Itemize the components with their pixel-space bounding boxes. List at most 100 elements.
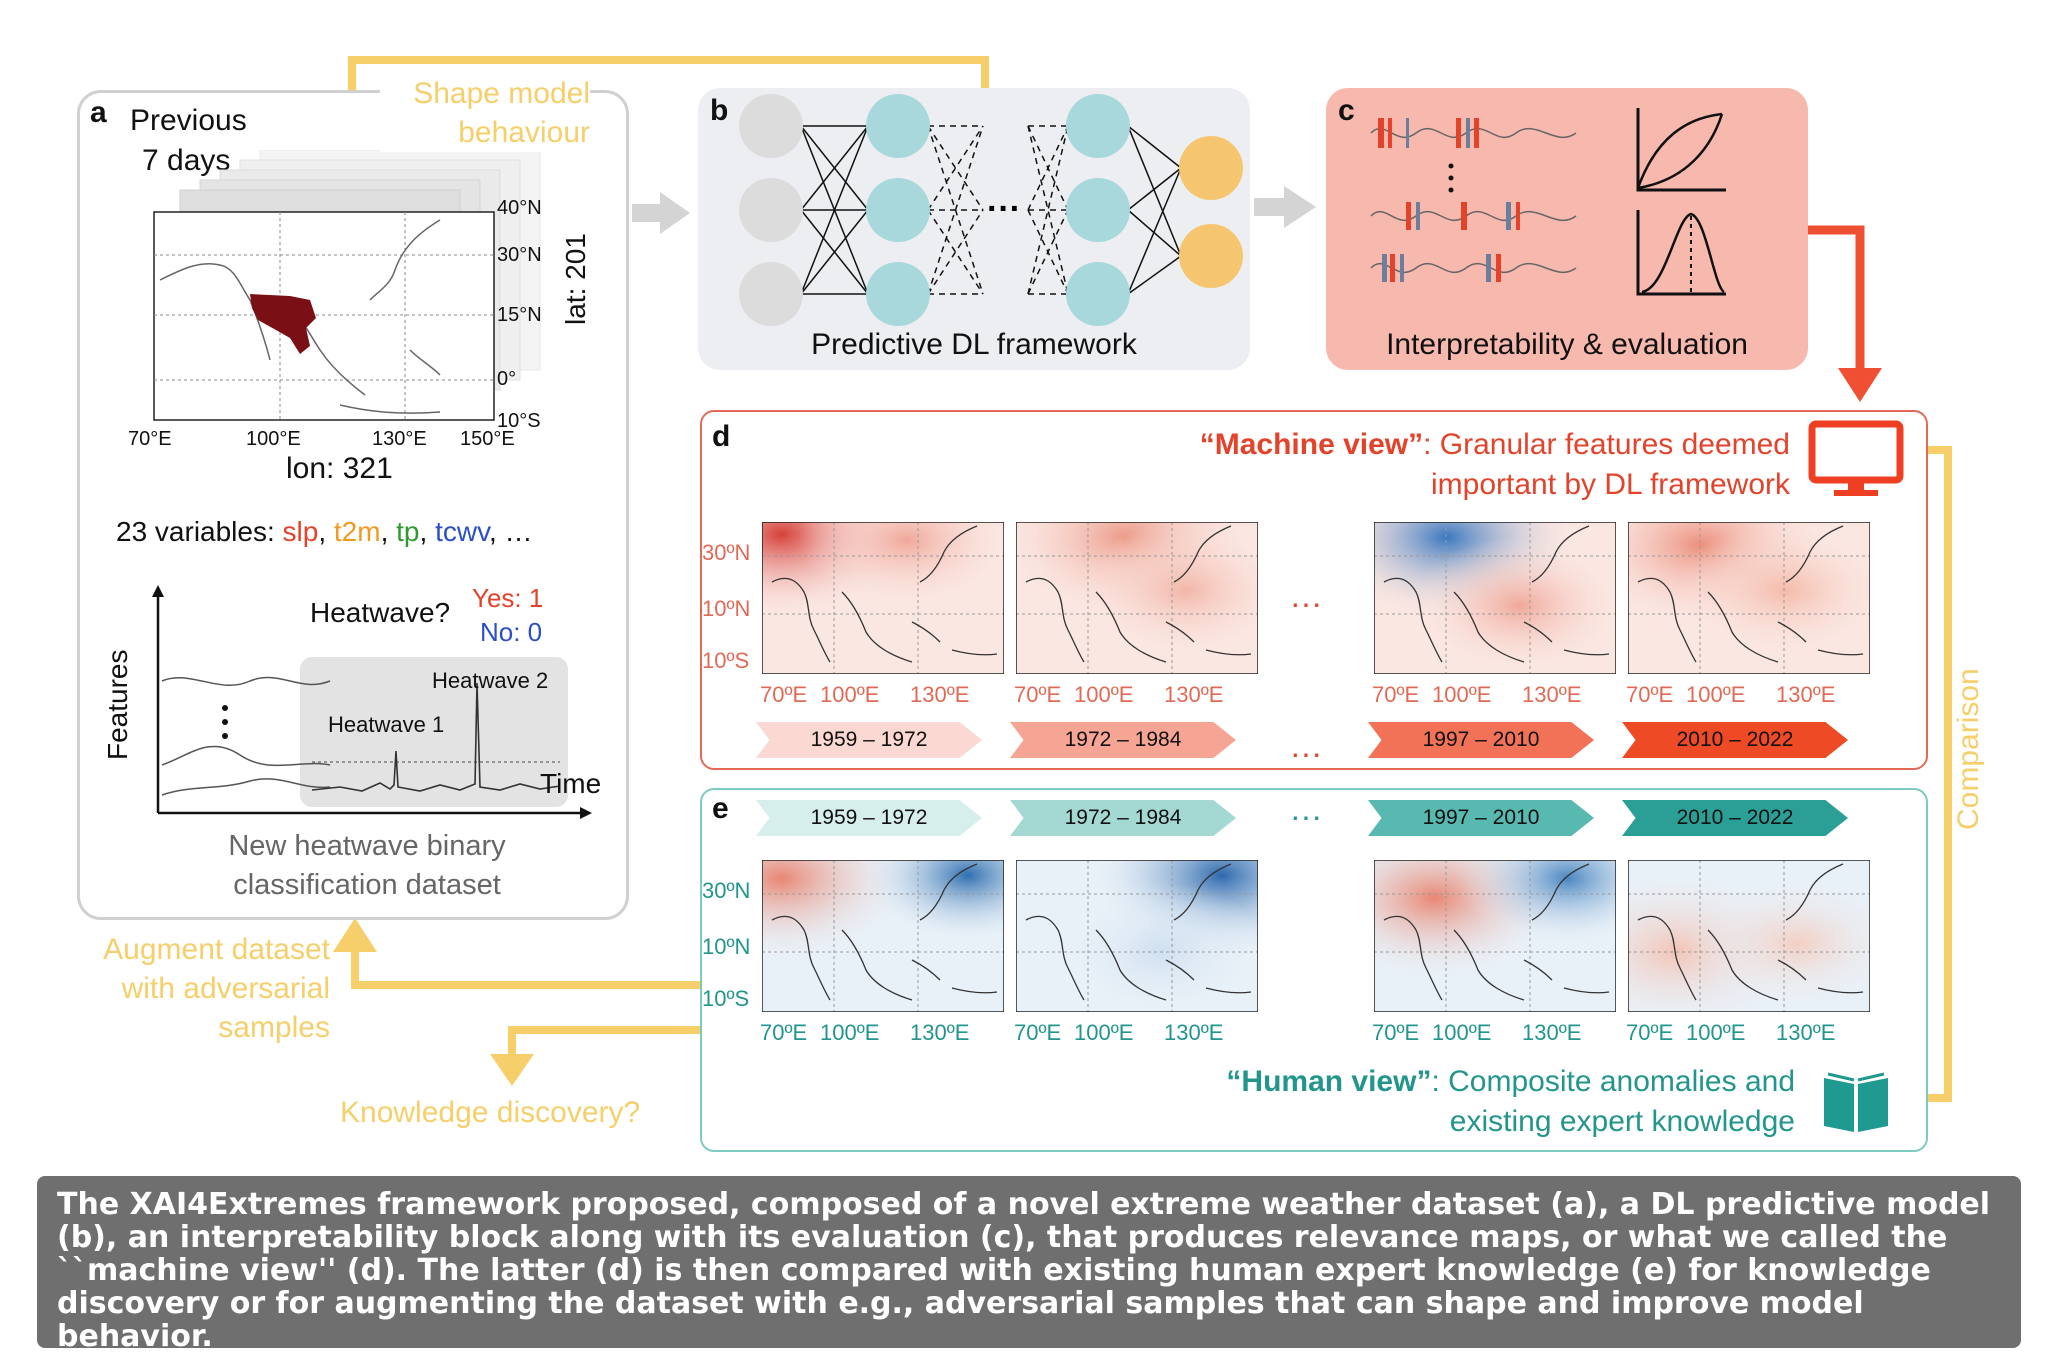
relevance-signals (1370, 108, 1726, 296)
heatwave-region (250, 294, 316, 354)
arrow-a-to-b-shaft (632, 204, 660, 222)
lon-tick: 130ºE (1522, 1020, 1582, 1045)
lon-tick: 130ºE (910, 1020, 970, 1045)
variables-separator: , (419, 516, 436, 547)
lon-tick: 130ºE (1522, 682, 1582, 707)
network-ellipsis: ··· (987, 190, 1021, 228)
lon-tick: 130ºE (1164, 1020, 1224, 1045)
period-label: 2010 – 2022 (1676, 806, 1794, 829)
map-canvas (1627, 521, 1871, 675)
open-book-icon (1824, 1072, 1888, 1132)
lon-tick: 100ºE (1686, 682, 1746, 707)
anomaly-map (1015, 859, 1259, 1017)
period-label: 2010 – 2022 (1676, 728, 1794, 751)
period-label: 1959 – 1972 (810, 728, 928, 751)
lon-tick: 150°E (460, 428, 515, 450)
augment-line2: with adversarial (121, 972, 330, 1005)
knowledge-discovery-label: Knowledge discovery? (340, 1096, 641, 1129)
shape-line2: behaviour (458, 116, 590, 149)
variables-list: slp, t2m, tp, tcwv (283, 516, 489, 547)
lon-tick: 70°E (128, 428, 172, 450)
map-canvas (1627, 859, 1871, 1013)
lon-tick: 130ºE (1776, 1020, 1836, 1045)
variable-name: slp (282, 516, 319, 547)
lon-tick: 70ºE (1014, 1020, 1062, 1045)
lat-tick: 10°S (497, 410, 541, 432)
heatwave-question: Heatwave? (310, 597, 451, 628)
comparison-label: Comparison (1952, 668, 1985, 830)
lon-tick: 100ºE (1686, 1020, 1746, 1045)
network-node (739, 262, 803, 326)
lon-tick: 70ºE (1626, 1020, 1674, 1045)
machine-view-line2: important by DL framework (1430, 468, 1790, 501)
lon-tick: 100ºE (1432, 1020, 1492, 1045)
coastline (159, 219, 441, 414)
yes-label: Yes: 1 (472, 583, 544, 613)
lon-tick: 130ºE (1776, 682, 1836, 707)
shape-line1: Shape model (413, 77, 590, 110)
features-axis-label: Features (102, 649, 133, 761)
lon-tick: 70ºE (760, 1020, 808, 1045)
lon-tick: 70ºE (760, 682, 808, 707)
signal-row (1370, 254, 1577, 282)
heatwave-1-label: Heatwave 1 (328, 712, 445, 737)
lat-tick: 40°N (497, 197, 542, 219)
period-label: 1959 – 1972 (810, 806, 928, 829)
machine-view-label: “Machine view”: Granular features deemed… (1000, 425, 1790, 505)
period-arrow: 1972 – 1984 (1010, 722, 1236, 758)
map-frame (153, 211, 495, 421)
time-axis-label: Time (540, 768, 602, 799)
human-view-label: “Human view”: Composite anomalies and ex… (1000, 1062, 1795, 1142)
anomaly-map (1627, 859, 1871, 1017)
machine-view-rest: : Granular features deemed (1423, 428, 1790, 461)
anomaly-map (1627, 521, 1871, 679)
discovery-arrow-line (508, 1026, 700, 1058)
lon-tick: 130ºE (1164, 682, 1224, 707)
anomaly-map (1373, 859, 1617, 1017)
variable-name: tp (396, 516, 420, 547)
variables-ellipsis: , … (489, 516, 533, 547)
map-canvas (1015, 521, 1259, 675)
human-view-quote: “Human view” (1226, 1065, 1432, 1098)
heatwave-series (311, 682, 561, 792)
period-arrow: 1959 – 1972 (756, 800, 982, 836)
network-node (866, 262, 930, 326)
discovery-arrow-head (490, 1054, 534, 1086)
panel-b-label: Predictive DL framework (811, 328, 1137, 361)
feature-series (161, 745, 331, 767)
monitor-icon (1808, 420, 1904, 496)
panel-b-letter: b (710, 94, 729, 127)
lat-tick: 10ºS (702, 648, 750, 673)
augment-line1: Augment dataset (103, 933, 330, 966)
period-arrow: 1997 – 2010 (1368, 722, 1594, 758)
variable-name: t2m (333, 516, 381, 547)
lon-tick: 100ºE (820, 682, 880, 707)
lon-tick: 70ºE (1372, 1020, 1420, 1045)
period-label: 1972 – 1984 (1064, 728, 1182, 751)
timeseries-plot (152, 585, 592, 819)
period-arrow: 2010 – 2022 (1622, 722, 1848, 758)
augment-arrow-head (333, 918, 377, 952)
map-canvas (761, 859, 1005, 1013)
panel-a-letter: a (90, 96, 107, 129)
map-canvas (1373, 521, 1617, 675)
heatwave-2-label: Heatwave 2 (432, 668, 549, 693)
map-canvas (1373, 859, 1617, 1013)
lon-tick: 100ºE (1074, 682, 1134, 707)
lon-tick: 100ºE (1432, 682, 1492, 707)
maps-ellipsis: ··· (1290, 585, 1322, 621)
network-node (1066, 178, 1130, 242)
network-node (1066, 94, 1130, 158)
lat-tick: 30ºN (702, 540, 751, 565)
map-canvas (761, 521, 1005, 675)
neural-network: ··· (739, 94, 1243, 326)
lon-tick: 100°E (246, 428, 301, 450)
panel-c-letter: c (1338, 94, 1355, 127)
signal-row (1370, 118, 1577, 148)
map-canvas (1015, 859, 1259, 1013)
lat-tick: 10ºN (702, 934, 751, 959)
network-node (866, 178, 930, 242)
augment-arrow-line (351, 948, 700, 989)
panel-c-label: Interpretability & evaluation (1386, 328, 1748, 361)
